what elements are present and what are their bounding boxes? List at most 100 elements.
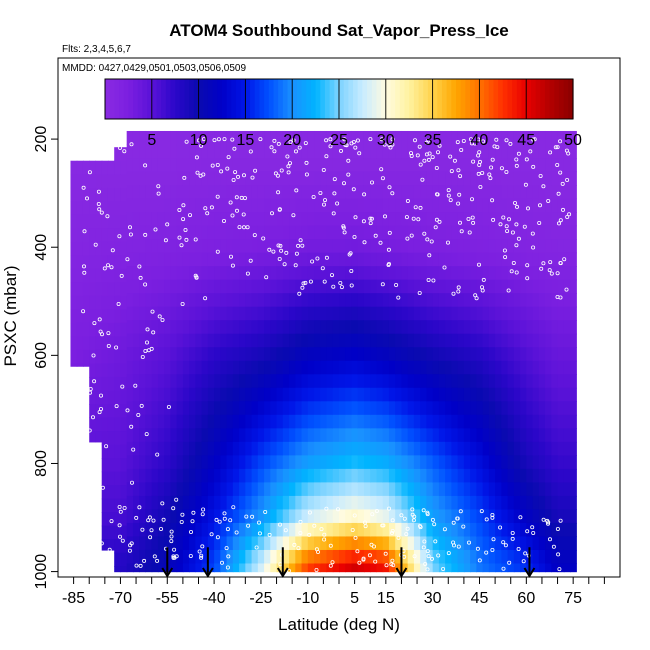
heatmap-cell bbox=[107, 390, 115, 405]
heatmap-cell bbox=[438, 549, 446, 565]
heatmap-cell bbox=[264, 212, 271, 227]
heatmap-cell bbox=[207, 306, 215, 321]
heatmap-cell bbox=[376, 414, 384, 429]
heatmap-cell bbox=[395, 171, 403, 186]
heatmap-cell bbox=[189, 225, 196, 240]
observation-dot bbox=[272, 149, 277, 154]
heatmap-cell bbox=[438, 522, 446, 538]
heatmap-cell bbox=[551, 536, 559, 551]
heatmap-cell bbox=[376, 482, 384, 497]
heatmap-cell bbox=[513, 495, 521, 511]
heatmap-cell bbox=[126, 428, 134, 443]
heatmap-cell bbox=[226, 509, 234, 524]
heatmap-cell bbox=[257, 279, 265, 294]
heatmap-cell bbox=[463, 225, 471, 240]
heatmap-cell bbox=[470, 239, 477, 254]
heatmap-cell bbox=[420, 509, 428, 524]
observation-dot bbox=[479, 509, 484, 514]
observation-dot bbox=[531, 164, 536, 169]
observation-dot bbox=[426, 157, 431, 162]
heatmap-cell bbox=[401, 293, 409, 308]
heatmap-cell bbox=[495, 414, 502, 429]
heatmap-cell bbox=[151, 225, 159, 240]
heatmap-cell bbox=[513, 468, 521, 483]
heatmap-cell bbox=[501, 360, 509, 375]
heatmap-cell bbox=[363, 401, 371, 416]
observation-dot bbox=[87, 428, 92, 433]
observation-dot bbox=[97, 410, 102, 415]
heatmap-cell bbox=[557, 414, 565, 429]
heatmap-cell bbox=[520, 239, 527, 254]
heatmap-cell bbox=[320, 428, 328, 443]
heatmap-cell bbox=[476, 401, 484, 416]
heatmap-cell bbox=[370, 225, 378, 240]
heatmap-cell bbox=[407, 401, 415, 416]
heatmap-cell bbox=[495, 347, 502, 362]
heatmap-cell bbox=[401, 482, 409, 497]
observation-dot bbox=[199, 555, 204, 560]
heatmap-cell bbox=[320, 441, 328, 456]
heatmap-cell bbox=[526, 252, 534, 267]
heatmap-cell bbox=[264, 130, 271, 146]
heatmap-cell bbox=[320, 198, 328, 213]
heatmap-cell bbox=[314, 185, 321, 200]
observation-dot bbox=[506, 217, 511, 222]
heatmap-cell bbox=[170, 158, 178, 173]
observation-dot bbox=[300, 243, 305, 248]
heatmap-cell bbox=[332, 455, 340, 470]
heatmap-cell bbox=[382, 482, 390, 497]
heatmap-cell bbox=[538, 158, 546, 173]
observation-dot bbox=[387, 230, 392, 235]
heatmap-cell bbox=[326, 266, 334, 281]
colorbar-segment bbox=[329, 79, 335, 119]
heatmap-cell bbox=[126, 482, 134, 497]
heatmap-cell bbox=[332, 158, 340, 173]
heatmap-cell bbox=[445, 347, 452, 362]
observation-dot bbox=[515, 204, 520, 209]
heatmap-cell bbox=[126, 239, 134, 254]
heatmap-cell bbox=[270, 306, 278, 321]
heatmap-cell bbox=[220, 158, 228, 173]
observation-dot bbox=[304, 160, 309, 165]
heatmap-cell bbox=[345, 266, 353, 281]
heatmap-cell bbox=[445, 360, 452, 375]
observation-dot bbox=[82, 229, 87, 234]
heatmap-cell bbox=[563, 522, 571, 538]
heatmap-cell bbox=[445, 374, 452, 389]
heatmap-cell bbox=[457, 306, 465, 321]
heatmap-cell bbox=[370, 401, 378, 416]
observation-dot bbox=[137, 505, 142, 510]
heatmap-cell bbox=[164, 468, 171, 483]
observation-dot bbox=[491, 217, 496, 222]
heatmap-cell bbox=[114, 309, 122, 324]
heatmap-cell bbox=[520, 428, 527, 443]
heatmap-cell bbox=[563, 158, 571, 173]
heatmap-cell bbox=[495, 293, 502, 308]
observation-dot bbox=[511, 260, 516, 265]
heatmap-cell bbox=[451, 198, 459, 213]
heatmap-cell bbox=[363, 522, 371, 538]
heatmap-cell bbox=[470, 414, 477, 429]
observation-dot bbox=[222, 137, 227, 142]
heatmap-cell bbox=[432, 198, 440, 213]
heatmap-cell bbox=[176, 252, 184, 267]
heatmap-cell bbox=[239, 252, 246, 267]
heatmap-cell bbox=[270, 144, 278, 159]
heatmap-cell bbox=[301, 239, 309, 254]
heatmap-cell bbox=[201, 212, 209, 227]
heatmap-cell bbox=[232, 549, 240, 565]
heatmap-cell bbox=[520, 509, 527, 524]
heatmap-cell bbox=[376, 401, 384, 416]
heatmap-cell bbox=[301, 509, 309, 524]
heatmap-cell bbox=[513, 522, 521, 538]
heatmap-cell bbox=[451, 387, 459, 402]
heatmap-cell bbox=[195, 198, 203, 213]
heatmap-cell bbox=[432, 360, 440, 375]
heatmap-cell bbox=[545, 455, 552, 470]
heatmap-cell bbox=[170, 333, 178, 348]
observation-dot bbox=[200, 544, 205, 549]
heatmap-cell bbox=[513, 144, 521, 159]
heatmap-cell bbox=[363, 495, 371, 511]
observation-dot bbox=[149, 528, 154, 533]
heatmap-cell bbox=[382, 212, 390, 227]
